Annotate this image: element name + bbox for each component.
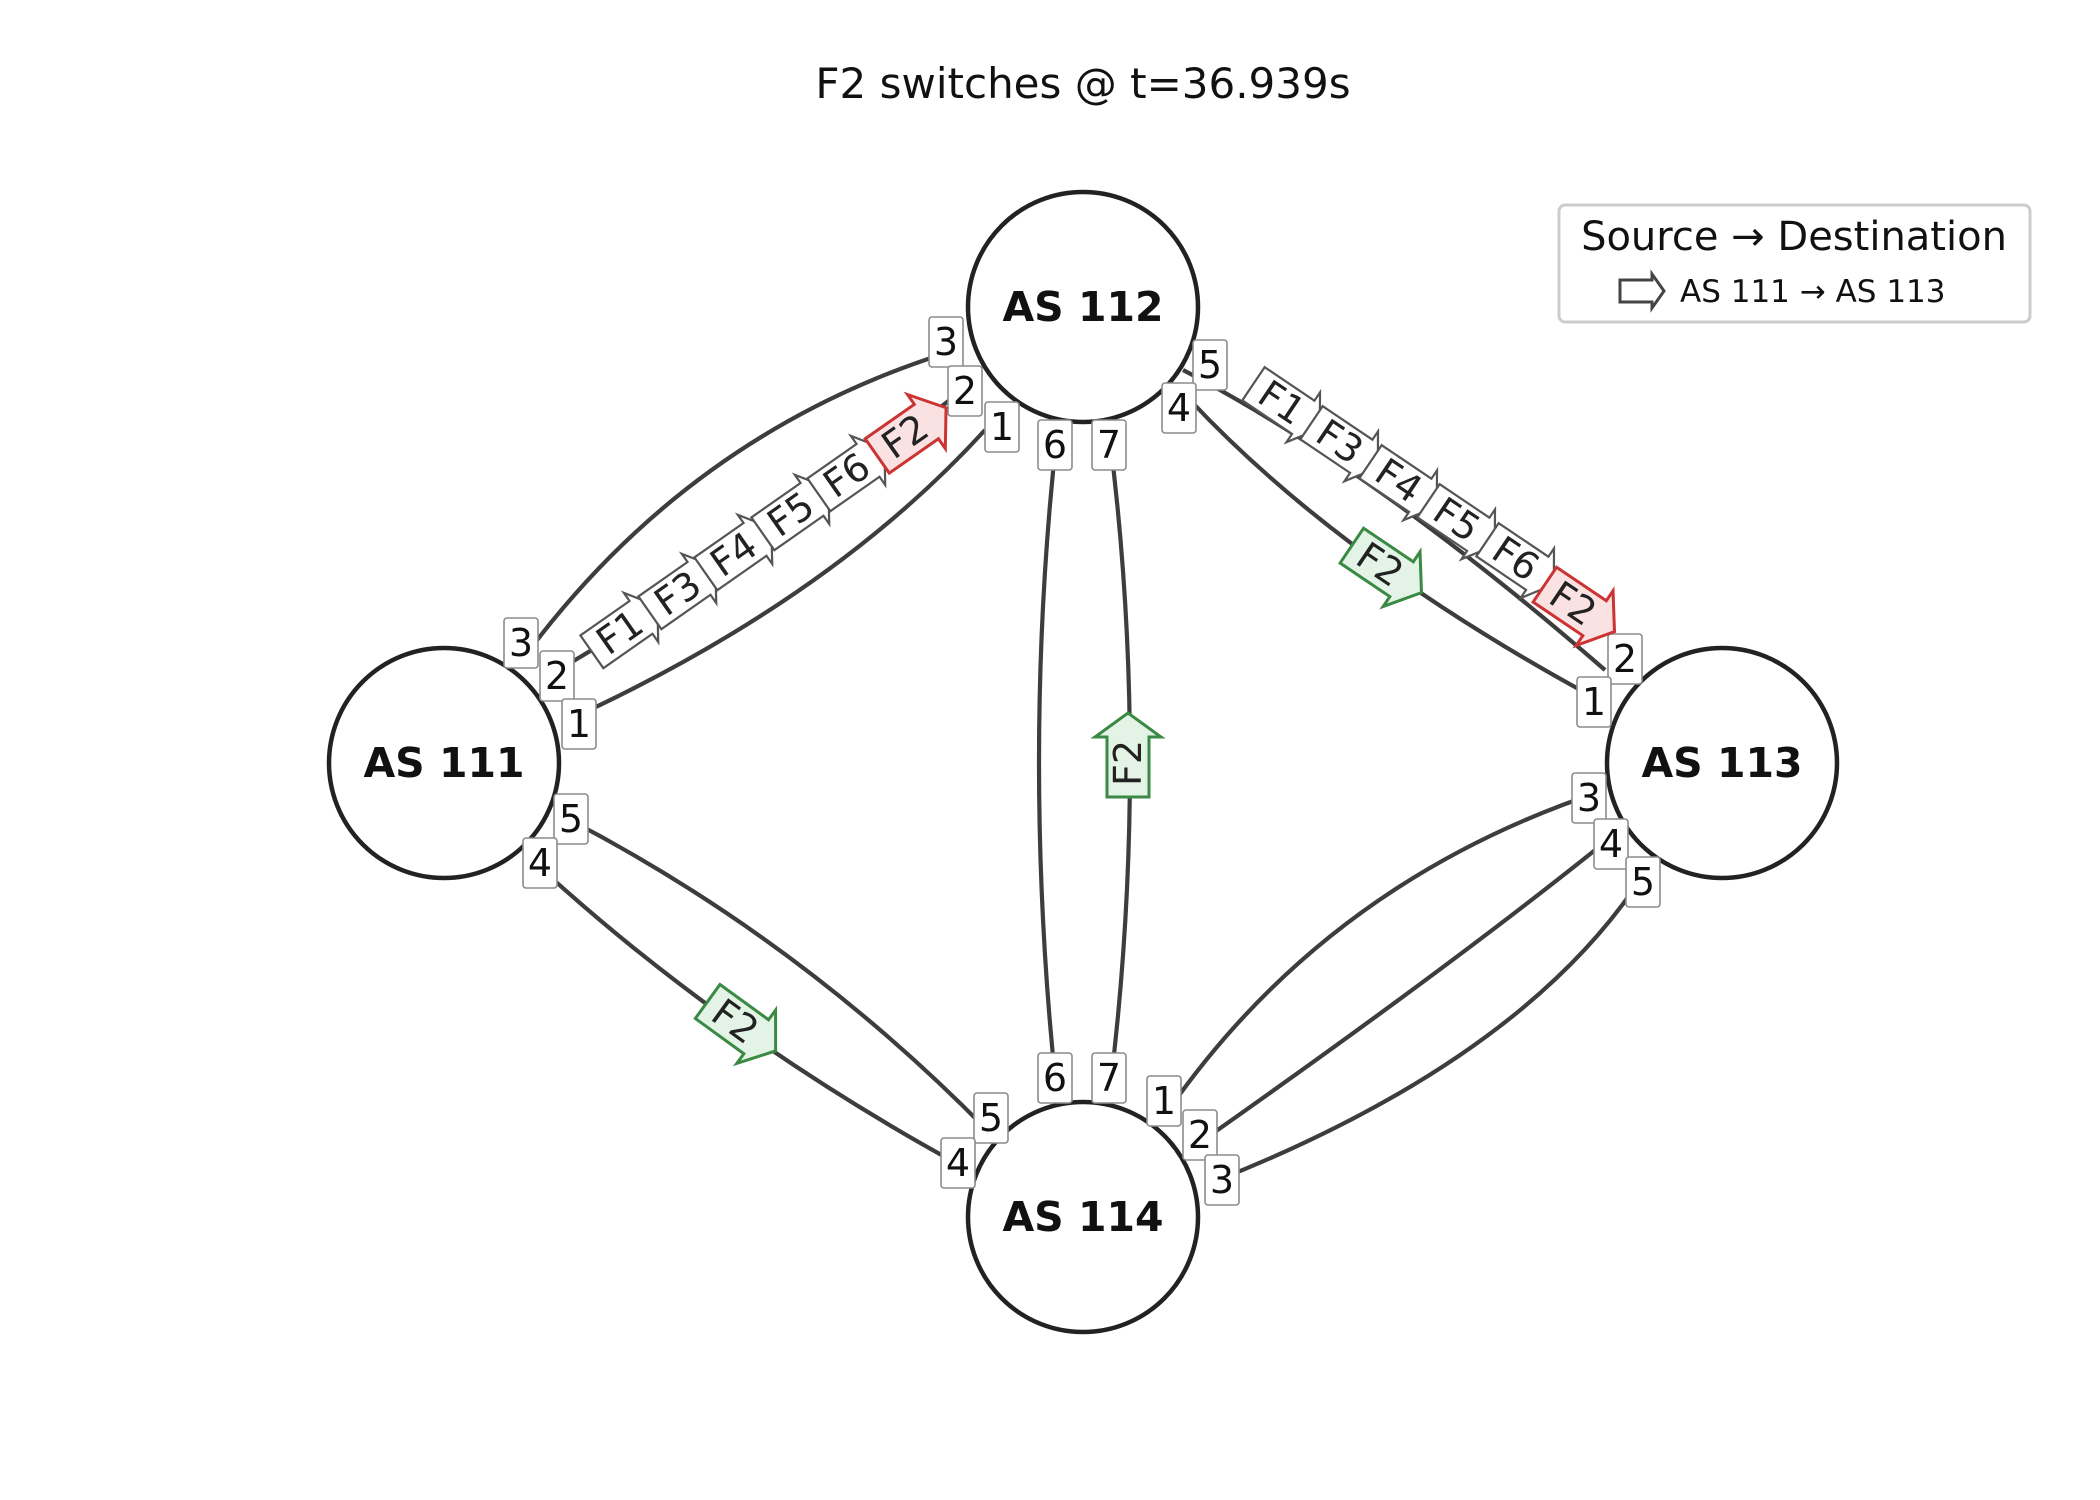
svg-text:4: 4 (1599, 822, 1623, 866)
legend-title: Source → Destination (1581, 214, 2007, 260)
node-circle (965, 1099, 1201, 1335)
port-label: 5 (973, 1092, 1009, 1144)
port-label: 2 (539, 650, 575, 702)
port-label: 1 (1576, 676, 1612, 728)
flows-path-112-113: F1 F3 F4 F5 F6 F2 (1240, 365, 1617, 649)
svg-text:5: 5 (559, 797, 583, 841)
port-label: 2 (1607, 633, 1643, 685)
port-label: 7 (1091, 1052, 1127, 1104)
svg-text:5: 5 (979, 1096, 1003, 1140)
legend-arrow-icon (1618, 269, 1666, 313)
svg-text:1: 1 (567, 702, 591, 746)
port-label: 7 (1091, 419, 1127, 471)
svg-text:4: 4 (528, 841, 552, 885)
link-112-114-port6 (1036, 423, 1061, 1107)
legend: Source → Destination AS 111 → AS 113 (1557, 203, 2032, 324)
svg-text:2: 2 (953, 369, 977, 413)
flows-path-111-112: F1 F3 F4 F5 F6 F2 (578, 391, 948, 670)
svg-text:6: 6 (1043, 423, 1067, 467)
svg-text:1: 1 (990, 405, 1014, 449)
node-as111[interactable]: AS 111 (326, 645, 562, 881)
node-label: AS 112 (1002, 283, 1163, 331)
legend-item-label: AS 111 → AS 113 (1680, 274, 1946, 310)
port-labels-as112: 3 2 1 6 7 5 4 (928, 316, 1228, 471)
svg-text:2: 2 (545, 654, 569, 698)
link-111-114-port5 (569, 818, 987, 1130)
svg-text:7: 7 (1097, 423, 1121, 467)
port-label: 3 (503, 617, 539, 669)
node-as112[interactable]: AS 112 (965, 189, 1201, 425)
svg-text:2: 2 (1188, 1113, 1212, 1157)
link-114-113-port1 (1168, 788, 1606, 1110)
node-label: AS 111 (363, 739, 524, 787)
port-label: 4 (522, 837, 558, 889)
node-circle (1604, 645, 1840, 881)
node-as114[interactable]: AS 114 (965, 1099, 1201, 1335)
diagram-title: F2 switches @ t=36.939s (815, 59, 1350, 108)
svg-text:4: 4 (1167, 386, 1191, 430)
flow-arrow-f2-switch-112-113: F2 (1338, 526, 1424, 610)
svg-text:3: 3 (934, 320, 958, 364)
svg-text:7: 7 (1097, 1056, 1121, 1100)
port-label: 1 (561, 698, 597, 750)
port-label: 3 (1571, 772, 1607, 824)
port-label: 1 (1146, 1075, 1182, 1127)
port-labels-as114: 6 7 1 2 3 5 4 (940, 1052, 1240, 1206)
port-label: 5 (1625, 856, 1661, 908)
svg-text:1: 1 (1582, 680, 1606, 724)
port-label: 2 (1182, 1109, 1218, 1161)
links (526, 353, 1642, 1182)
port-label: 3 (1204, 1154, 1240, 1206)
link-114-113-port2 (1190, 828, 1622, 1150)
svg-text:6: 6 (1043, 1056, 1067, 1100)
port-label: 4 (1593, 818, 1629, 870)
svg-text:5: 5 (1198, 343, 1222, 387)
port-label: 2 (947, 365, 983, 417)
link-114-113-port3 (1217, 878, 1642, 1182)
port-label: 5 (1192, 339, 1228, 391)
port-label: 6 (1037, 419, 1073, 471)
node-circle (965, 189, 1201, 425)
svg-text:2: 2 (1613, 637, 1637, 681)
svg-text:3: 3 (1577, 776, 1601, 820)
link-112-113-port5 (1182, 368, 1607, 672)
node-circle (326, 645, 562, 881)
flow-arrow-f2-switch-114-112: F2 (1090, 711, 1166, 799)
svg-text:3: 3 (509, 621, 533, 665)
node-label: AS 114 (1002, 1193, 1163, 1241)
link-111-112-port3 (526, 353, 941, 654)
port-labels-as113: 2 1 3 4 5 (1571, 633, 1661, 908)
link-111-112-port1 (567, 428, 987, 722)
port-label: 3 (928, 316, 964, 368)
port-label: 1 (984, 401, 1020, 453)
node-as113[interactable]: AS 113 (1604, 645, 1840, 881)
svg-text:F2: F2 (1106, 740, 1150, 786)
flow-arrow-f2-switch-111-114: F2 (693, 982, 778, 1067)
svg-text:1: 1 (1152, 1079, 1176, 1123)
svg-text:5: 5 (1631, 860, 1655, 904)
svg-text:4: 4 (946, 1141, 970, 1185)
legend-frame (1557, 203, 2032, 324)
flow-arrow-f5: F5 (749, 472, 831, 552)
port-label: 6 (1037, 1052, 1073, 1104)
port-labels-as111: 3 2 1 5 4 (503, 617, 597, 889)
svg-text:3: 3 (1210, 1158, 1234, 1202)
node-label: AS 113 (1641, 739, 1802, 787)
port-label: 5 (553, 793, 589, 845)
port-label: 4 (940, 1137, 976, 1189)
port-label: 4 (1161, 382, 1197, 434)
